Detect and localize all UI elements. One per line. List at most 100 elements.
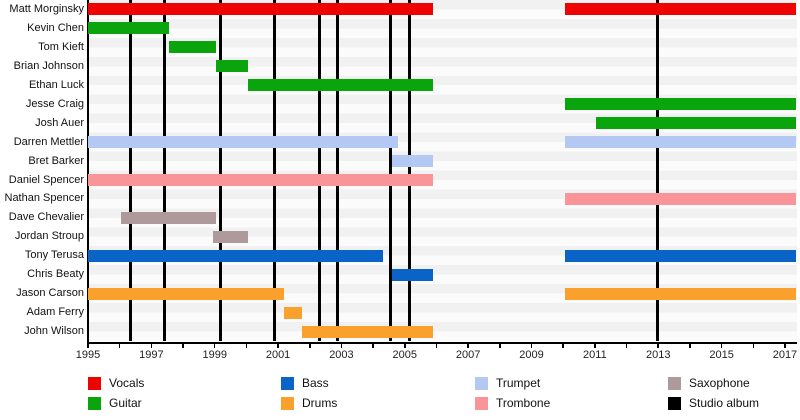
x-axis-line [87,342,797,344]
tenure-bar [564,287,797,300]
x-axis-tick [752,344,755,348]
x-axis-tick-label: 2005 [392,349,418,361]
tenure-bar [88,173,434,186]
legend-swatch-saxophone [668,377,681,390]
member-row-label: Daniel Spencer [8,173,84,186]
legend-swatch-drums [281,397,294,410]
member-row-label: Bret Barker [28,154,84,167]
tenure-bar [564,192,797,205]
x-axis-tick [245,344,248,348]
tenure-bar [213,230,248,243]
studio-album-line [218,0,222,341]
x-axis-tick [182,344,184,348]
x-axis-tick [309,344,311,348]
x-axis-tick [340,344,343,348]
tenure-bar [301,325,434,338]
x-axis-tick [87,344,89,348]
tenure-bar [392,155,434,168]
tenure-bar [596,117,797,130]
tenure-bar [88,287,285,300]
studio-album-line [656,0,660,341]
member-row-label: Matt Morginsky [9,3,84,15]
x-axis-tick-label: 2013 [645,349,671,361]
tenure-bar [564,136,797,149]
member-row-label: Tom Kieft [38,40,84,53]
studio-album-line [163,0,167,341]
x-axis-tick [118,344,121,348]
x-axis-tick [213,344,216,348]
member-row-label: Tony Terusa [24,249,84,262]
x-axis-tick-label: 2011 [583,349,607,361]
x-axis-tick [150,344,153,348]
x-axis-tick [689,344,691,348]
x-axis-tick-label: 1999 [202,349,227,361]
member-row-label: Nathan Spencer [4,192,85,205]
studio-album-line [408,0,412,341]
legend-label: Vocals [109,376,145,390]
legend-swatch-trumpet [475,377,488,390]
legend-label: Drums [302,396,338,410]
legend-label: Trumpet [496,376,541,390]
tenure-bar [88,22,169,35]
member-row-label: Jason Carson [16,287,84,300]
x-axis-tick [530,344,533,348]
x-axis-tick-label: 2001 [265,349,291,361]
plot-area [88,0,797,341]
member-row-label: John Wilson [24,325,84,338]
member-row-label: Adam Ferry [26,306,84,319]
x-axis-tick [499,344,501,348]
x-axis-tick [594,344,596,348]
tenure-bar [392,268,434,281]
tenure-bar [88,3,434,16]
tenure-bar [121,211,217,224]
legend-label: Guitar [109,396,142,410]
x-axis-tick-label: 1997 [139,349,164,361]
x-axis-tick [372,344,374,348]
legend-label: Studio album [689,396,760,410]
legend-label: Saxophone [689,376,750,390]
legend-swatch-guitar [88,397,101,410]
studio-album-line [318,0,322,341]
member-row-label: Chris Beaty [27,268,84,281]
x-axis-tick [657,344,659,348]
x-axis-tick [562,344,564,348]
tenure-bar [564,98,797,111]
legend-swatch-vocals [88,377,101,390]
member-row-label: Jordan Stroup [14,230,84,243]
x-axis-tick [404,344,406,348]
studio-album-line [336,0,340,341]
x-axis-tick [625,344,628,348]
tenure-bar [247,79,434,92]
member-row-label: Josh Auer [35,116,84,129]
tenure-bar [216,60,248,73]
member-row-label: Ethan Luck [28,78,84,91]
legend-label: Bass [302,376,329,390]
x-axis-tick-label: 2007 [455,349,481,361]
tenure-bar [284,306,302,319]
x-axis-tick [467,344,469,348]
tenure-bar [564,249,797,262]
x-axis-tick [720,344,723,348]
studio-album-line [389,0,393,341]
tenure-bar [168,41,217,54]
tenure-bar [564,3,797,16]
x-axis-tick-label: 2017 [772,349,798,361]
legend-swatch-studio-album [668,397,681,410]
tenure-bar [88,249,383,262]
x-axis-tick [784,344,786,348]
x-axis-tick-label: 2003 [329,349,354,361]
legend-swatch-bass [281,377,294,390]
x-axis-tick [277,344,279,348]
member-row-label: Dave Chevalier [8,211,84,224]
studio-album-line [273,0,277,341]
x-axis-tick-label: 1995 [75,349,101,361]
x-axis-tick [435,344,438,348]
studio-album-line [128,0,132,341]
legend-label: Trombone [496,396,551,410]
member-row-label: Kevin Chen [27,21,84,34]
tenure-bar [88,136,399,149]
member-row-label: Brian Johnson [13,59,84,72]
member-row-label: Jesse Craig [25,97,84,110]
x-axis-tick-label: 2009 [519,349,544,361]
x-axis-tick-label: 2015 [709,349,734,361]
